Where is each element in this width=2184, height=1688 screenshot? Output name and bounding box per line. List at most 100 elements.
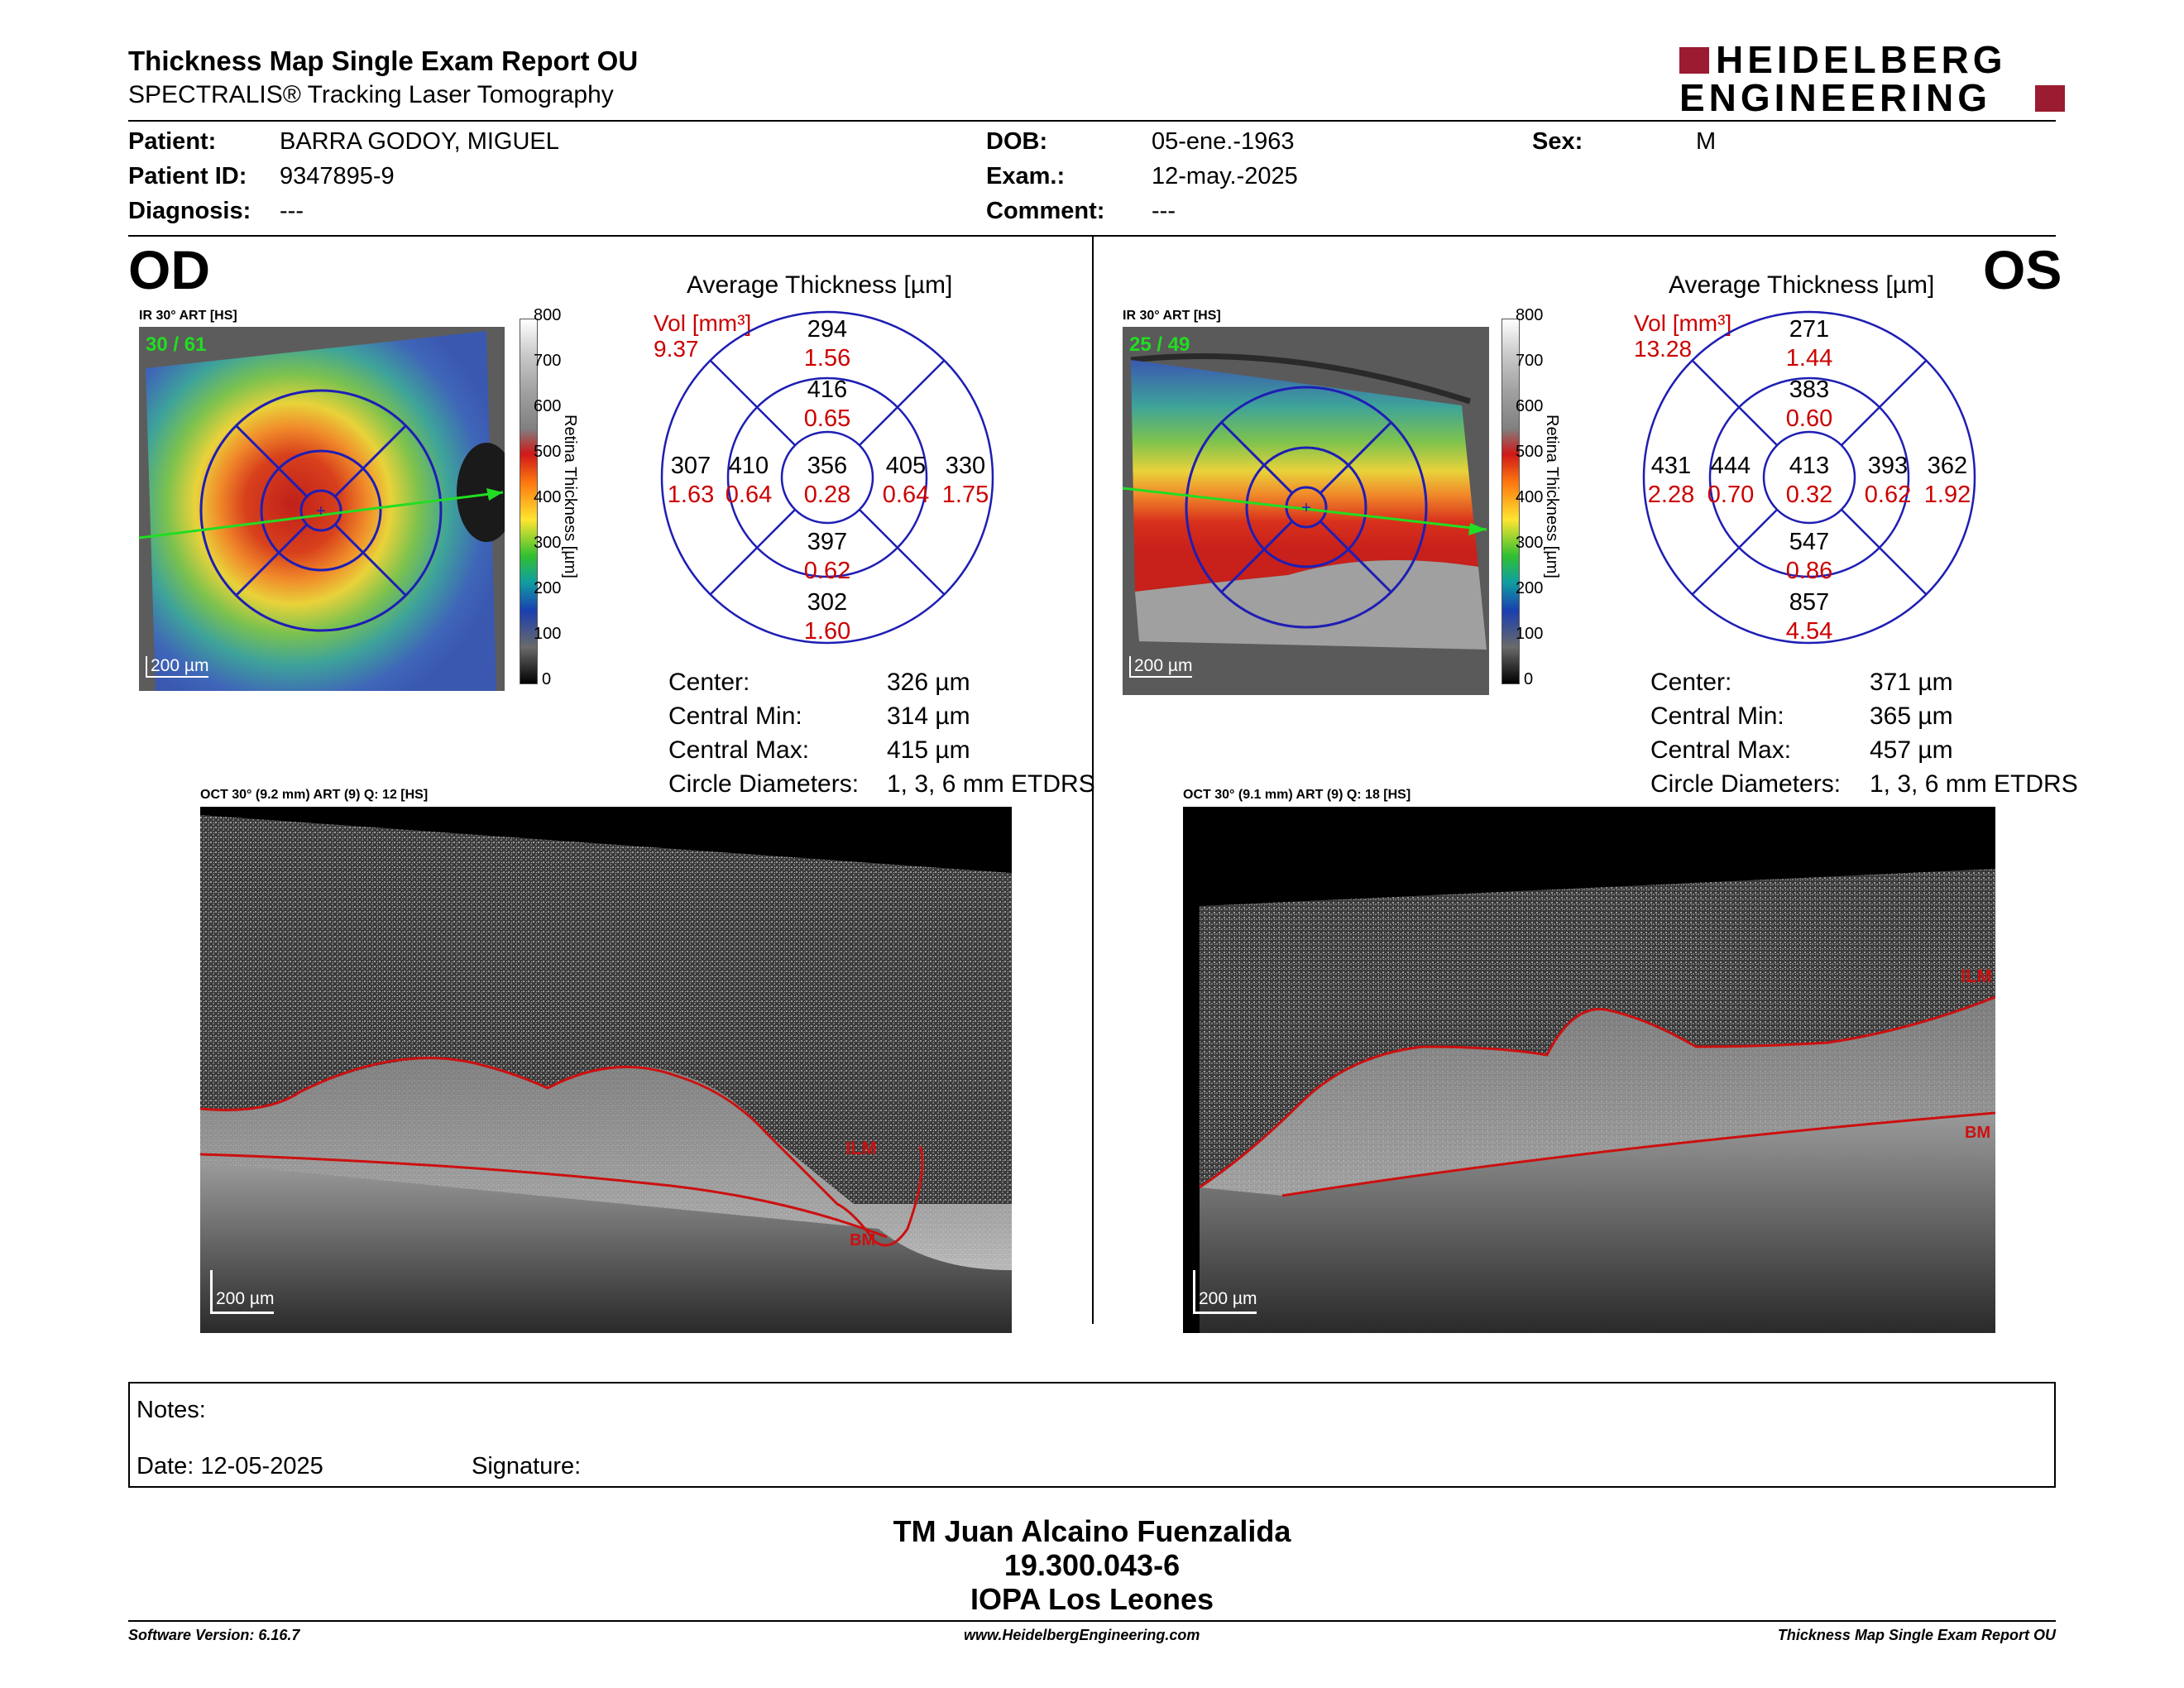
od-colorbar-label: Retina Thickness [µm] bbox=[561, 415, 579, 578]
sex-value: M bbox=[1696, 128, 1717, 155]
svg-text:+: + bbox=[316, 502, 326, 520]
os-ti-vol: 0.70 bbox=[1707, 482, 1754, 508]
logo-text-1: HEIDELBERG bbox=[1716, 38, 2007, 81]
od-tick: 0 bbox=[542, 670, 552, 688]
os-ii-vol: 0.86 bbox=[1786, 558, 1832, 584]
od-si-thick: 416 bbox=[807, 376, 847, 403]
os-scale-bar: 200 µm bbox=[1129, 656, 1193, 678]
od-tick: 500 bbox=[534, 443, 562, 461]
os-tick: 800 bbox=[1516, 306, 1544, 324]
os-ir-caption: IR 30° ART [HS] bbox=[1123, 309, 1221, 323]
os-max-value: 457 µm bbox=[1870, 736, 1953, 764]
comment-label: Comment: bbox=[986, 198, 1105, 224]
os-so-vol: 1.44 bbox=[1786, 345, 1832, 372]
od-tick: 200 bbox=[534, 579, 562, 597]
od-so-thick: 294 bbox=[807, 316, 847, 343]
od-tick: 400 bbox=[534, 488, 562, 506]
od-vol: Vol [mm³] 9.37 bbox=[654, 310, 751, 362]
svg-text:+: + bbox=[1301, 499, 1311, 517]
os-ti-thick: 444 bbox=[1711, 453, 1751, 479]
eye-separator bbox=[1092, 236, 1094, 1324]
od-io-vol: 1.60 bbox=[804, 618, 850, 645]
od-io-thick: 302 bbox=[807, 589, 847, 616]
logo-square-bottom bbox=[2035, 85, 2065, 112]
od-ni-thick: 405 bbox=[886, 453, 926, 479]
od-vol-label: Vol [mm³] bbox=[654, 310, 752, 336]
os-io-thick: 857 bbox=[1789, 589, 1829, 616]
comment-value: --- bbox=[1152, 198, 1176, 224]
od-so-vol: 1.56 bbox=[804, 345, 850, 372]
os-tick: 300 bbox=[1516, 534, 1544, 552]
os-max-label: Central Max: bbox=[1650, 736, 1792, 764]
patient-value: BARRA GODOY, MIGUEL bbox=[280, 128, 559, 155]
signer-id: 19.300.043-6 bbox=[1003, 1548, 1181, 1582]
patient-id-value: 9347895-9 bbox=[280, 163, 395, 189]
od-tick: 600 bbox=[534, 397, 562, 415]
od-c-thick: 356 bbox=[807, 453, 847, 479]
od-no-vol: 1.75 bbox=[942, 482, 989, 508]
os-ii-thick: 547 bbox=[1789, 529, 1829, 555]
od-oct-scale: 200 µm bbox=[210, 1270, 275, 1314]
os-tick: 100 bbox=[1516, 625, 1544, 643]
os-so-thick: 271 bbox=[1789, 316, 1829, 343]
od-tick: 100 bbox=[534, 625, 562, 643]
footer-rule bbox=[128, 1620, 2056, 1622]
od-bm-label: BM bbox=[850, 1231, 875, 1249]
os-ni-vol: 0.62 bbox=[1865, 482, 1911, 508]
footer-report-name: Thickness Map Single Exam Report OU bbox=[1777, 1627, 2056, 1643]
od-circle-label: Circle Diameters: bbox=[668, 770, 860, 798]
report-title: Thickness Map Single Exam Report OU bbox=[128, 46, 639, 76]
od-ni-vol: 0.64 bbox=[883, 482, 929, 508]
signer-name: TM Juan Alcaino Fuenzalida bbox=[893, 1514, 1291, 1548]
od-tick: 300 bbox=[534, 534, 562, 552]
signer-institution: IOPA Los Leones bbox=[970, 1582, 1214, 1616]
od-ti-vol: 0.64 bbox=[726, 482, 772, 508]
od-ir-caption: IR 30° ART [HS] bbox=[139, 309, 237, 323]
od-no-thick: 330 bbox=[946, 453, 985, 479]
notes-box[interactable]: Notes: Date: 12-05-2025 Signature: bbox=[128, 1382, 2056, 1488]
od-scale-bar: 200 µm bbox=[146, 656, 209, 678]
od-max-label: Central Max: bbox=[668, 736, 810, 764]
footer-website[interactable]: www.HeidelbergEngineering.com bbox=[964, 1627, 1200, 1643]
os-min-value: 365 µm bbox=[1870, 703, 1953, 730]
patient-id-label: Patient ID: bbox=[128, 163, 247, 189]
os-ilm-label: ILM bbox=[1961, 966, 1992, 986]
os-to-thick: 431 bbox=[1651, 453, 1691, 479]
od-to-vol: 1.63 bbox=[668, 482, 714, 508]
report-subtitle: SPECTRALIS® Tracking Laser Tomography bbox=[128, 81, 614, 108]
dob-label: DOB: bbox=[986, 128, 1048, 155]
os-colorbar bbox=[1502, 319, 1520, 684]
od-min-label: Central Min: bbox=[668, 703, 802, 730]
os-vol-total: 13.28 bbox=[1634, 336, 1693, 362]
os-oct-caption: OCT 30° (9.1 mm) ART (9) Q: 18 [HS] bbox=[1183, 788, 1411, 802]
od-vol-total: 9.37 bbox=[654, 336, 699, 362]
od-ii-thick: 397 bbox=[807, 529, 847, 555]
od-min-value: 314 µm bbox=[887, 703, 970, 730]
notes-label: Notes: bbox=[136, 1397, 206, 1423]
os-min-label: Central Min: bbox=[1650, 703, 1784, 730]
od-tick: 800 bbox=[534, 306, 562, 324]
os-eye-label: OS bbox=[1983, 239, 2062, 300]
footer-software: Software Version: 6.16.7 bbox=[128, 1627, 300, 1643]
od-etdrs-title: Average Thickness [µm] bbox=[687, 271, 953, 299]
diagnosis-value: --- bbox=[280, 198, 304, 224]
diagnosis-label: Diagnosis: bbox=[128, 198, 251, 224]
od-circle-value: 1, 3, 6 mm ETDRS bbox=[887, 770, 1095, 798]
os-circle-value: 1, 3, 6 mm ETDRS bbox=[1870, 770, 2078, 798]
os-frame-count: 25 / 49 bbox=[1129, 333, 1190, 356]
os-tick: 600 bbox=[1516, 397, 1544, 415]
logo-text-2: ENGINEERING bbox=[1679, 76, 1992, 119]
od-c-vol: 0.28 bbox=[804, 482, 850, 508]
os-bm-label: BM bbox=[1965, 1124, 1990, 1142]
od-center-label: Center: bbox=[668, 669, 750, 696]
od-oct-scan: ILM BM 200 µm bbox=[200, 807, 1012, 1333]
os-si-vol: 0.60 bbox=[1786, 405, 1832, 432]
od-max-value: 415 µm bbox=[887, 736, 970, 764]
patient-label: Patient: bbox=[128, 128, 217, 155]
os-ni-thick: 393 bbox=[1868, 453, 1908, 479]
os-colorbar-label: Retina Thickness [µm] bbox=[1543, 415, 1561, 578]
os-si-thick: 383 bbox=[1789, 376, 1829, 403]
od-etdrs-grid: 294 1.56 416 0.65 307 1.63 410 0.64 356 … bbox=[660, 310, 994, 645]
notes-date: Date: 12-05-2025 bbox=[136, 1453, 323, 1479]
os-oct-scale: 200 µm bbox=[1193, 1270, 1257, 1314]
